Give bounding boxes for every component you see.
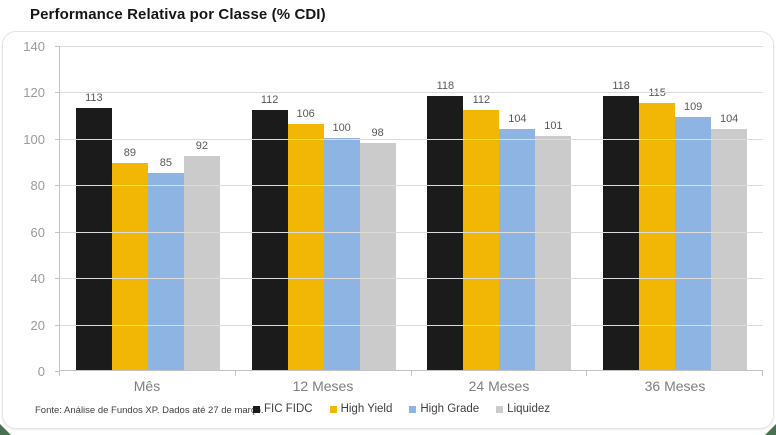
x-axis-labels: Mês 12 Meses 24 Meses 36 Meses xyxy=(59,378,763,394)
gridline xyxy=(60,278,763,280)
bar: 118 xyxy=(427,80,464,370)
bar-value-label: 118 xyxy=(612,80,630,93)
legend-label: High Yield xyxy=(340,403,393,415)
y-axis-tick-label: 120 xyxy=(23,85,45,101)
bar-value-label: 104 xyxy=(719,112,739,125)
legend-swatch-icon xyxy=(329,405,337,413)
legend-label: Liquidez xyxy=(507,403,551,415)
legend-label: High Grade xyxy=(420,403,480,415)
bar-value-label: 106 xyxy=(296,107,315,120)
x-axis-tickmark xyxy=(586,370,588,376)
bar: 113 xyxy=(75,92,112,370)
bar-value-label: 104 xyxy=(508,112,527,125)
plot-inner: 113 89 85 92 112 106 100 98 118 112 104 101 118 115 10… xyxy=(55,46,763,376)
footer-row: Fonte: Análise de Fundos XP. Dados até 2… xyxy=(3,403,773,419)
bar-value-label: 101 xyxy=(544,119,563,132)
y-axis-tickmark xyxy=(55,138,60,140)
y-axis-tickmark xyxy=(55,185,60,187)
y-axis-tick-label: 40 xyxy=(30,271,45,287)
source-note: Fonte: Análise de Fundos XP. Dados até 2… xyxy=(35,405,264,416)
gridline xyxy=(60,231,763,233)
bar-value-label: 118 xyxy=(436,80,455,93)
y-axis: 0 20 40 60 80 100 120 140 xyxy=(13,40,51,378)
y-axis-tick-label: 80 xyxy=(30,178,45,194)
bar: 85 xyxy=(147,157,184,370)
bar: 112 xyxy=(251,94,288,370)
y-axis-tickmark xyxy=(55,46,60,47)
corner-accent-right xyxy=(765,424,776,435)
plot-area: 0 20 40 60 80 100 120 140 113 89 85 92 112 106 100 98 1… xyxy=(13,40,765,378)
bar-value-label: 98 xyxy=(371,126,384,139)
bar: 100 xyxy=(323,122,360,370)
y-axis-tick-label: 0 xyxy=(37,364,45,379)
y-axis-tickmark xyxy=(55,324,60,326)
bar: 101 xyxy=(535,120,572,370)
chart-card: 0 20 40 60 80 100 120 140 113 89 85 92 112 106 100 98 1… xyxy=(2,31,774,429)
bar-value-label: 109 xyxy=(683,100,703,113)
gridline xyxy=(60,92,763,94)
x-axis-tickmark xyxy=(410,370,412,376)
bar: 112 xyxy=(463,94,500,370)
bar-value-label: 85 xyxy=(159,156,172,169)
legend-swatch-icon xyxy=(409,405,417,413)
bar-value-label: 92 xyxy=(195,140,208,153)
legend-swatch-icon xyxy=(253,405,260,413)
bar: 89 xyxy=(111,147,148,370)
y-axis-tickmark xyxy=(55,278,60,280)
y-axis-tick-label: 60 xyxy=(30,224,45,240)
bar-value-label: 112 xyxy=(260,94,279,106)
bar-value-label: 100 xyxy=(332,121,351,134)
corner-accent-left xyxy=(0,424,11,435)
bar-group-24-meses: 118 112 104 101 xyxy=(412,46,588,370)
legend-item: High Grade xyxy=(409,403,479,415)
bar: 92 xyxy=(183,140,220,370)
legend: FIC FIDC High Yield High Grade Liquidez xyxy=(253,403,550,415)
bar: 104 xyxy=(711,113,748,370)
legend-label: FIC FIDC xyxy=(264,403,313,415)
y-axis-tick-label: 20 xyxy=(30,317,45,333)
y-axis-tickmark xyxy=(55,231,60,233)
bar: 109 xyxy=(675,101,712,370)
legend-item: FIC FIDC xyxy=(253,403,313,415)
bar-value-label: 112 xyxy=(472,94,491,106)
bar-group-12-meses: 112 106 100 98 xyxy=(236,46,412,370)
x-axis-tickmark xyxy=(234,370,236,376)
y-axis-tick-label: 100 xyxy=(23,131,45,147)
chart-title: Performance Relativa por Classe (% CDI) xyxy=(30,6,326,23)
y-axis-tick-label: 140 xyxy=(23,39,45,54)
x-axis-label: 24 Meses xyxy=(468,378,530,394)
bar-value-label: 89 xyxy=(123,147,136,160)
bar: 118 xyxy=(603,80,640,370)
bar: 106 xyxy=(287,108,324,370)
bar: 104 xyxy=(499,113,536,370)
gridline xyxy=(60,138,763,140)
gridline xyxy=(60,185,763,187)
gridline xyxy=(60,46,763,47)
legend-swatch-icon xyxy=(496,405,504,413)
bar: 98 xyxy=(359,127,396,370)
y-axis-tickmark xyxy=(55,371,60,372)
bar-groups-container: 113 89 85 92 112 106 100 98 118 112 104 101 118 115 10… xyxy=(60,46,763,370)
x-axis-tickmark xyxy=(59,370,60,376)
bar-value-label: 113 xyxy=(85,91,103,104)
bar-group-36-meses: 118 115 109 104 xyxy=(587,46,763,370)
x-axis-tickmark xyxy=(762,370,763,376)
bar: 115 xyxy=(639,87,676,370)
x-axis-label: Mês xyxy=(133,378,161,394)
y-axis-tickmark xyxy=(55,92,60,94)
legend-item: Liquidez xyxy=(496,403,550,415)
x-axis-label: 12 Meses xyxy=(292,378,354,394)
legend-item: High Yield xyxy=(329,403,393,415)
x-axis-label: 36 Meses xyxy=(644,378,706,394)
gridline xyxy=(60,324,763,326)
bar-group-mês: 113 89 85 92 xyxy=(60,46,236,370)
